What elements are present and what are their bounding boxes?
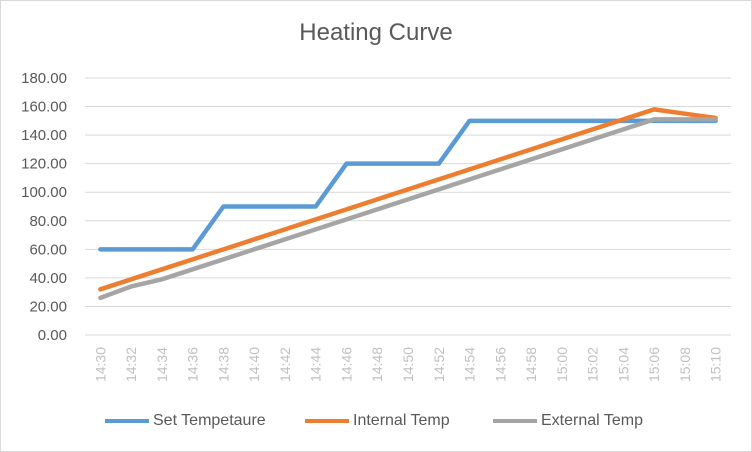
legend-item-3: External Temp [493, 409, 643, 433]
legend-swatch [105, 419, 149, 423]
legend-swatch [493, 419, 537, 423]
x-tick-label: 14:32 [123, 347, 139, 382]
chart-title: Heating Curve [299, 19, 453, 46]
x-tick-label: 15:06 [646, 347, 662, 382]
x-tick-label: 14:52 [431, 347, 447, 382]
x-tick-label: 14:56 [492, 347, 508, 382]
y-tick-label: 20.00 [29, 298, 67, 315]
series-line-1 [98, 118, 718, 252]
x-tick-label: 14:44 [308, 347, 324, 382]
y-tick-label: 60.00 [29, 241, 67, 258]
x-tick-label: 14:50 [400, 347, 416, 382]
x-tick-label: 14:46 [338, 347, 354, 382]
x-tick-label: 14:54 [462, 347, 478, 382]
y-tick-label: 180.00 [21, 70, 67, 87]
legend-swatch [305, 419, 349, 423]
legend-label: External Temp [541, 412, 643, 429]
x-tick-label: 15:00 [554, 347, 570, 382]
x-tick-label: 15:08 [677, 347, 693, 382]
y-tick-label: 160.00 [21, 99, 67, 116]
x-tick-label: 15:10 [708, 347, 724, 382]
legend: Set Tempetaure Internal Temp External Temp [1, 409, 751, 433]
series-line-2 [98, 107, 718, 292]
y-tick-label: 120.00 [21, 156, 67, 173]
legend-item-2: Internal Temp [305, 409, 450, 433]
y-tick-label: 0.00 [38, 327, 67, 344]
y-tick-label: 100.00 [21, 184, 67, 201]
x-tick-label: 14:34 [154, 347, 170, 382]
y-tick-label: 140.00 [21, 127, 67, 144]
y-tick-label: 80.00 [29, 213, 67, 230]
x-tick-label: 15:04 [615, 347, 631, 382]
legend-label: Set Tempetaure [153, 412, 266, 429]
x-tick-label: 14:48 [369, 347, 385, 382]
y-tick-label: 40.00 [29, 270, 67, 287]
legend-item-1: Set Tempetaure [105, 409, 266, 433]
x-tick-label: 14:40 [246, 347, 262, 382]
x-tick-label: 14:30 [92, 347, 108, 382]
x-tick-label: 15:02 [585, 347, 601, 382]
series-line-3 [98, 117, 718, 301]
x-tick-label: 14:58 [523, 347, 539, 382]
x-tick-label: 14:42 [277, 347, 293, 382]
x-tick-label: 14:36 [185, 347, 201, 382]
x-tick-label: 14:38 [215, 347, 231, 382]
legend-label: Internal Temp [353, 412, 450, 429]
